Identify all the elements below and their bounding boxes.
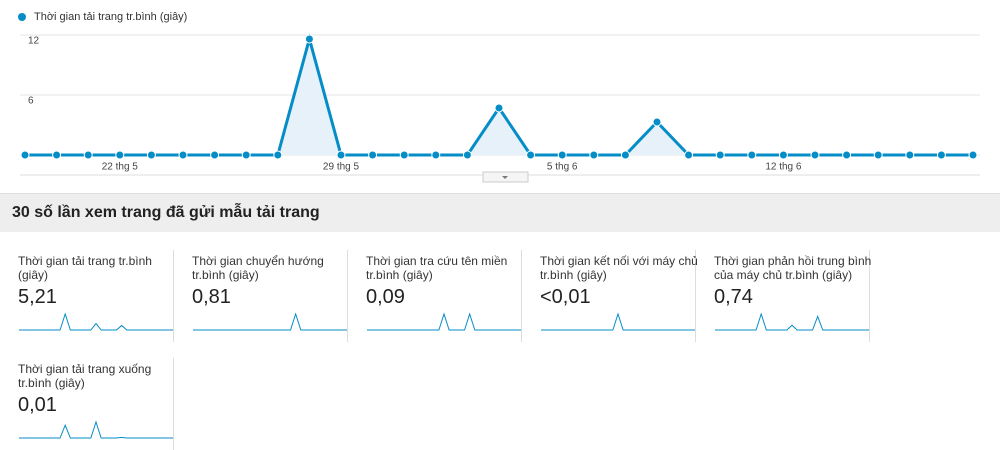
point	[778, 150, 788, 160]
toggle-arrow	[502, 176, 508, 179]
metric-label: Thời gian kết nối với máy chủ tr.bình (g…	[540, 254, 698, 282]
metric-label: Thời gian chuyển hướng tr.bình (giây)	[192, 254, 324, 282]
metric-card: Thời gian phản hồi trung bình của máy ch…	[696, 250, 871, 342]
point	[273, 150, 283, 160]
point	[83, 150, 93, 160]
point	[810, 150, 820, 160]
point	[873, 150, 883, 160]
sparkline-line	[367, 312, 521, 331]
point	[462, 150, 472, 160]
point	[589, 150, 599, 160]
point	[842, 150, 852, 160]
x-tick-label: 22 thg 5	[102, 162, 139, 173]
point	[747, 150, 757, 160]
sparkline	[541, 312, 695, 331]
metric-card: Thời gian tải trang xuống tr.bình (giây)…	[0, 358, 174, 450]
point	[146, 150, 156, 160]
metric-label: Thời gian tra cứu tên miền tr.bình (giây…	[366, 254, 508, 282]
metric-value: <0,01	[540, 286, 591, 308]
point	[968, 150, 978, 160]
metric-label: Thời gian phản hồi trung bình của máy ch…	[714, 254, 872, 282]
metric-card: Thời gian tra cứu tên miền tr.bình (giây…	[348, 250, 522, 342]
metric-value: 5,21	[18, 286, 57, 308]
point	[494, 103, 504, 113]
point	[20, 150, 30, 160]
point	[178, 150, 188, 160]
metric-value: 0,01	[18, 394, 57, 416]
area	[25, 39, 973, 155]
sparkline	[367, 312, 521, 331]
sparkline-line	[715, 312, 869, 331]
y-tick-label: 12	[28, 36, 40, 47]
point	[52, 150, 62, 160]
sparkline-line	[541, 312, 695, 331]
x-tick-label: 29 thg 5	[323, 162, 360, 173]
section-title: 30 số lần xem trang đã gửi mẫu tải trang	[12, 204, 320, 221]
point	[936, 150, 946, 160]
sparkline-line	[19, 420, 173, 439]
metric-value: 0,74	[714, 286, 753, 308]
sparkline	[193, 312, 347, 331]
point	[399, 150, 409, 160]
point	[336, 150, 346, 160]
metric-card: Thời gian kết nối với máy chủ tr.bình (g…	[522, 250, 698, 342]
sparkline	[19, 420, 173, 439]
chart: Thời gian tải trang tr.bình (giây) 6 12 22…	[18, 11, 980, 183]
point	[210, 150, 220, 160]
point	[557, 150, 567, 160]
legend-marker	[18, 13, 26, 21]
metric-label: Thời gian tải trang xuống tr.bình (giây)	[18, 362, 152, 390]
point	[620, 150, 630, 160]
y-tick-label: 6	[28, 96, 34, 107]
point	[241, 150, 251, 160]
point	[652, 117, 662, 127]
sparkline	[19, 312, 173, 331]
point	[526, 150, 536, 160]
sparkline	[715, 312, 869, 331]
point	[115, 150, 125, 160]
metric-value: 0,81	[192, 286, 231, 308]
point	[431, 150, 441, 160]
point	[368, 150, 378, 160]
point	[304, 34, 314, 44]
point	[684, 150, 694, 160]
x-tick-label: 5 thg 6	[547, 162, 578, 173]
metric-label: Thời gian tải trang tr.bình (giây)	[18, 254, 152, 282]
sparkline-line	[193, 312, 347, 331]
section-header: 30 số lần xem trang đã gửi mẫu tải trang	[0, 193, 1000, 232]
point	[715, 150, 725, 160]
legend-label[interactable]: Thời gian tải trang tr.bình (giây)	[34, 11, 187, 23]
metric-value: 0,09	[366, 286, 405, 308]
metric-card: Thời gian tải trang tr.bình (giây) 5,21	[0, 250, 174, 342]
point	[905, 150, 915, 160]
metric-card: Thời gian chuyển hướng tr.bình (giây) 0,8…	[174, 250, 348, 342]
x-tick-label: 12 thg 6	[765, 162, 802, 173]
sparkline-line	[19, 312, 173, 331]
